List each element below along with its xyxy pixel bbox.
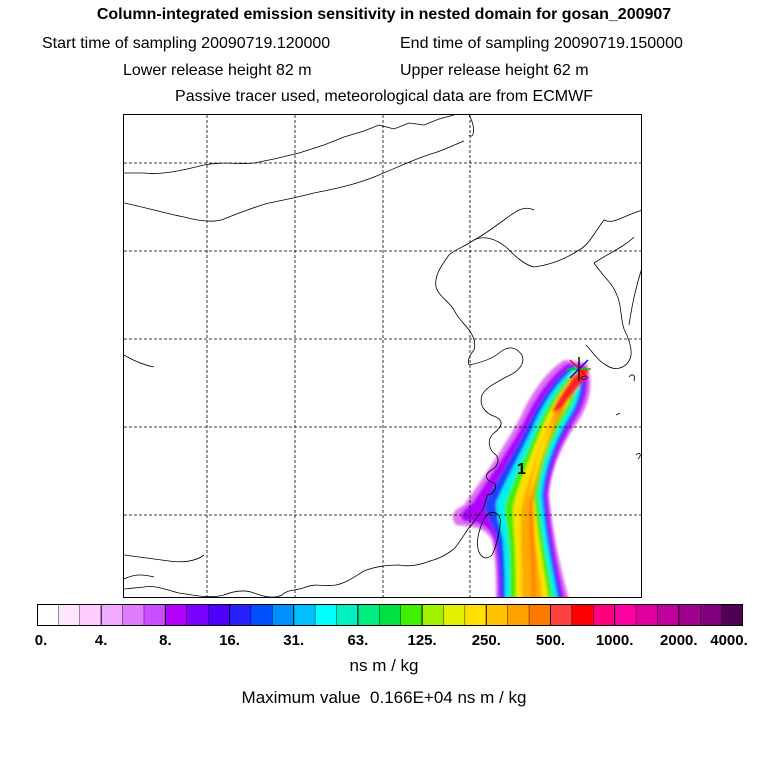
korea-border-2 [593,236,635,264]
emission-sensitivity-plume [452,360,591,597]
inland-border [124,554,205,563]
colorbar-tick-label: 31. [283,632,305,649]
colorbar-tick-label: 125. [407,632,437,649]
colorbar-tick-label: 4. [94,632,108,649]
end-time-label: End time of sampling 20090719.150000 [400,35,683,52]
shandong-coast [468,347,524,456]
trajectory-point-label: 1 [517,461,526,478]
colorbar-cell [486,604,509,626]
colorbar-cell [678,604,701,626]
japan-islands [615,374,641,460]
colorbar-cell [250,604,273,626]
colorbar-tick-label: 4000. [710,632,748,649]
coastlines [124,115,641,597]
receptor-star-marker [567,357,591,381]
yangtze-coast [363,454,499,572]
colorbar-tick-label: 16. [219,632,240,649]
colorbar-cell [700,604,723,626]
colorbar-cell [58,604,81,626]
colorbar-cell [272,604,295,626]
lower-release-label: Lower release height 82 m [123,62,312,79]
liaodong-coast [473,207,535,241]
colorbar-cell [528,604,552,626]
colorbar-cell [593,604,616,626]
colorbar-tick-label: 8. [159,632,172,649]
colorbar-cell [379,604,402,626]
colorbar-tick-label: 63. [347,632,369,649]
bohai-coast [435,237,535,366]
colorbar-cell [229,604,252,626]
map-panel: 1 [123,114,642,598]
colorbar-cell [79,604,102,626]
nw-china-border [124,354,155,368]
map-gridlines [124,115,641,597]
inner-mongolia-border [124,140,465,222]
colorbar-cell [143,604,166,626]
colorbar-frame [37,604,743,626]
colorbar-cell [400,604,423,626]
maximum-value-label: Maximum value 0.166E+04 ns m / kg [241,688,527,707]
colorbar-tick-label: 1000. [595,632,634,649]
korea-east-coast [628,269,641,326]
colorbar-cell [314,604,338,626]
korea-peninsula [585,262,632,369]
taiwan-island [477,512,501,559]
colorbar [37,604,743,626]
colorbar-cell [464,604,487,626]
plot-title: Column-integrated emission sensitivity i… [96,6,672,23]
plume-orange-band [521,373,580,597]
colorbar-tick-label: 0. [34,632,48,649]
colorbar-units-label: ns m / kg [349,656,419,675]
colorbar-cell [507,604,530,626]
start-time-label: Start time of sampling 20090719.120000 [42,35,331,52]
plume-core-band [529,375,579,597]
colorbar-cell [550,604,573,626]
colorbar-major-dividers [100,604,680,626]
tracer-info-label: Passive tracer used, meteorological data… [175,88,593,105]
colorbar-cell [571,604,594,626]
mongolia-border [124,115,455,174]
south-china-coast [124,570,365,597]
colorbar-cell [443,604,466,626]
colorbar-cell [37,604,59,626]
plume-red-tip [552,366,589,412]
colorbar-cell [635,604,659,626]
hainan-outline [124,574,155,580]
colorbar-cell [122,604,145,626]
colorbar-cell [100,604,124,626]
colorbar-cell [186,604,209,626]
colorbar-cell [614,604,637,626]
colorbar-tick-label: 250. [471,632,501,649]
colorbar-cell [657,604,680,626]
colorbar-cell [165,604,188,626]
colorbar-cells [37,604,743,626]
colorbar-cell [357,604,380,626]
colorbar-cell [293,604,316,626]
colorbar-cell [421,604,445,626]
map-svg: 1 [124,115,641,597]
upper-release-label: Upper release height 62 m [400,62,589,79]
colorbar-cell [721,604,743,626]
colorbar-tick-label: 500. [535,632,566,649]
colorbar-cell [207,604,231,626]
colorbar-cell [336,604,359,626]
colorbar-tick-label: 2000. [660,632,698,649]
korea-border [533,210,641,268]
